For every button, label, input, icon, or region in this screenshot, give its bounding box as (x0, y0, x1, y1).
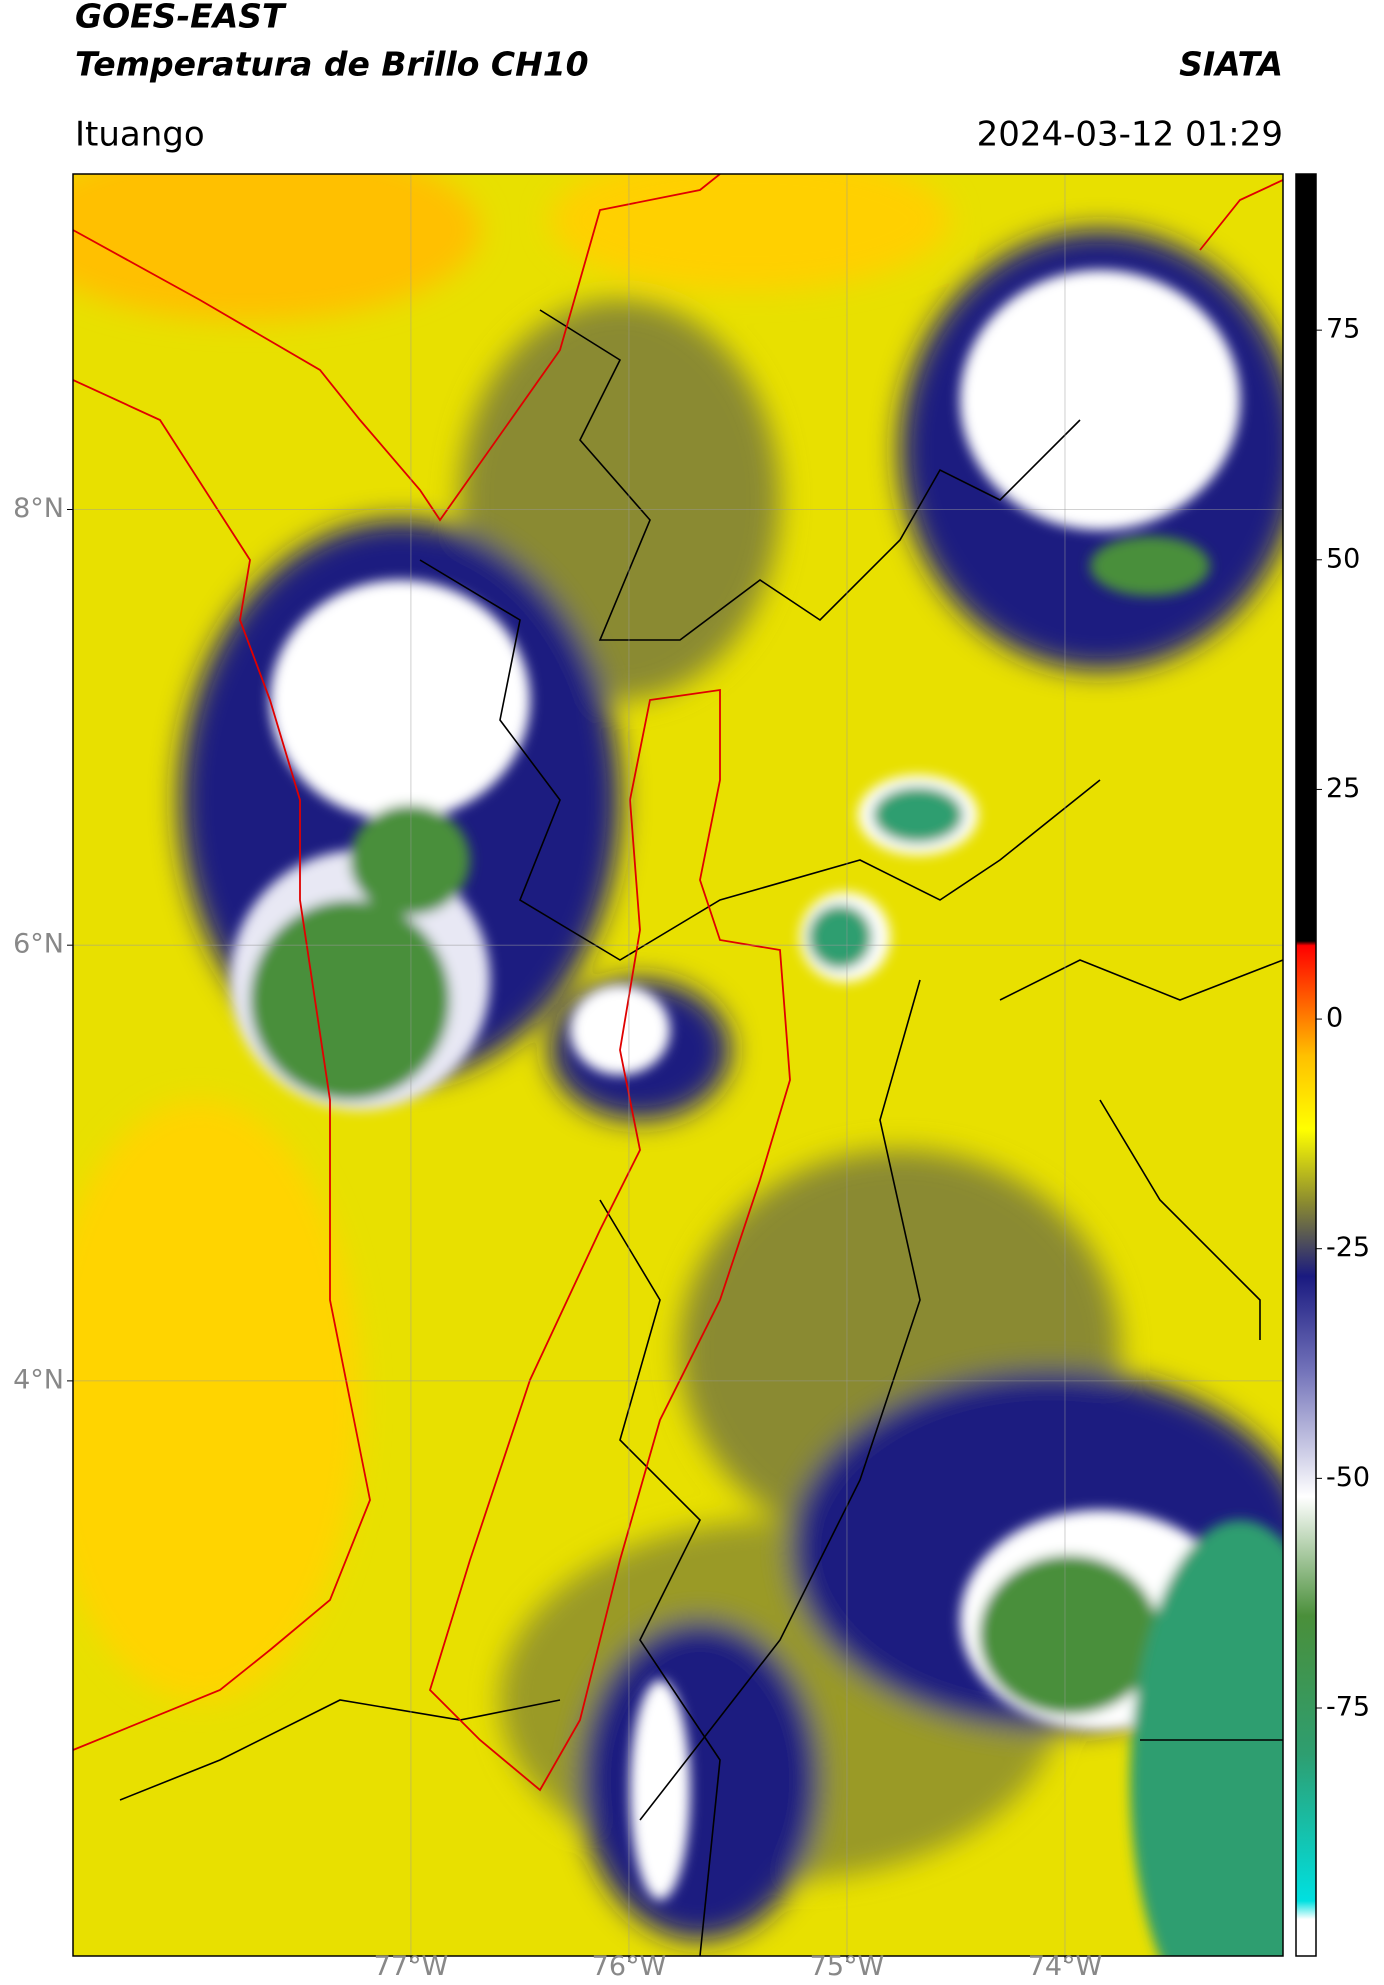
colorbar-tick-label: -50 (1326, 1462, 1370, 1493)
lon-tick-label: 77°W (374, 1951, 449, 1981)
brand: SIATA (1179, 45, 1283, 84)
map-frame (72, 173, 1284, 1957)
colorbar-tick-label: -25 (1326, 1232, 1370, 1263)
colorbar-tick-label: 0 (1326, 1003, 1343, 1034)
lon-tick-label: 75°W (810, 1951, 885, 1981)
colorbar (1295, 173, 1317, 1957)
colorbar-tick-label: 25 (1326, 773, 1360, 804)
lon-tick-label: 74°W (1028, 1951, 1103, 1981)
subtitle: Temperatura de Brillo CH10 (75, 45, 589, 84)
location: Ituango (75, 115, 205, 155)
lat-tick-label: 8°N (13, 493, 64, 524)
lat-tick-label: 4°N (13, 1364, 64, 1395)
timestamp: 2024-03-12 01:29 (977, 115, 1283, 155)
lat-tick-label: 6°N (13, 929, 64, 960)
colorbar-tick-label: 75 (1326, 314, 1360, 345)
title: GOES-EAST (75, 0, 287, 36)
colorbar-tick-label: 50 (1326, 543, 1360, 574)
lon-tick-label: 76°W (592, 1951, 667, 1981)
satellite-image (73, 174, 1283, 1956)
colorbar-tick-label: -75 (1326, 1691, 1370, 1722)
